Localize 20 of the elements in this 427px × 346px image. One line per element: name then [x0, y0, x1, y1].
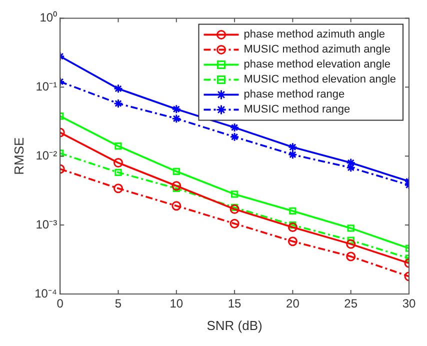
x-tick-label: 0: [56, 296, 64, 311]
y-tick-label: 10⁻¹: [36, 79, 58, 94]
x-tick-label: 15: [228, 296, 242, 311]
x-axis-title: SNR (dB): [206, 318, 262, 333]
legend-label: phase method range: [244, 88, 345, 101]
y-tick-label: 10⁻⁴: [34, 286, 58, 300]
legend-label: MUSIC method azimuth angle: [244, 44, 390, 56]
y-tick-label: 10⁻³: [36, 217, 58, 232]
x-tick-label: 5: [114, 296, 122, 311]
x-tick-label: 30: [402, 296, 416, 311]
x-tick-label: 20: [286, 296, 300, 311]
legend-label: MUSIC method elevation angle: [244, 74, 396, 86]
y-tick-label: 10⁰: [40, 10, 58, 25]
x-tick-label: 25: [344, 296, 358, 311]
legend-label: phase method azimuth angle: [244, 28, 386, 41]
legend-label: MUSIC method range: [244, 104, 350, 116]
y-tick-label: 10⁻²: [36, 148, 58, 162]
x-tick-label: 10: [170, 296, 184, 311]
legend-label: phase method elevation angle: [244, 58, 391, 71]
y-axis-title: RMSE: [11, 136, 26, 175]
